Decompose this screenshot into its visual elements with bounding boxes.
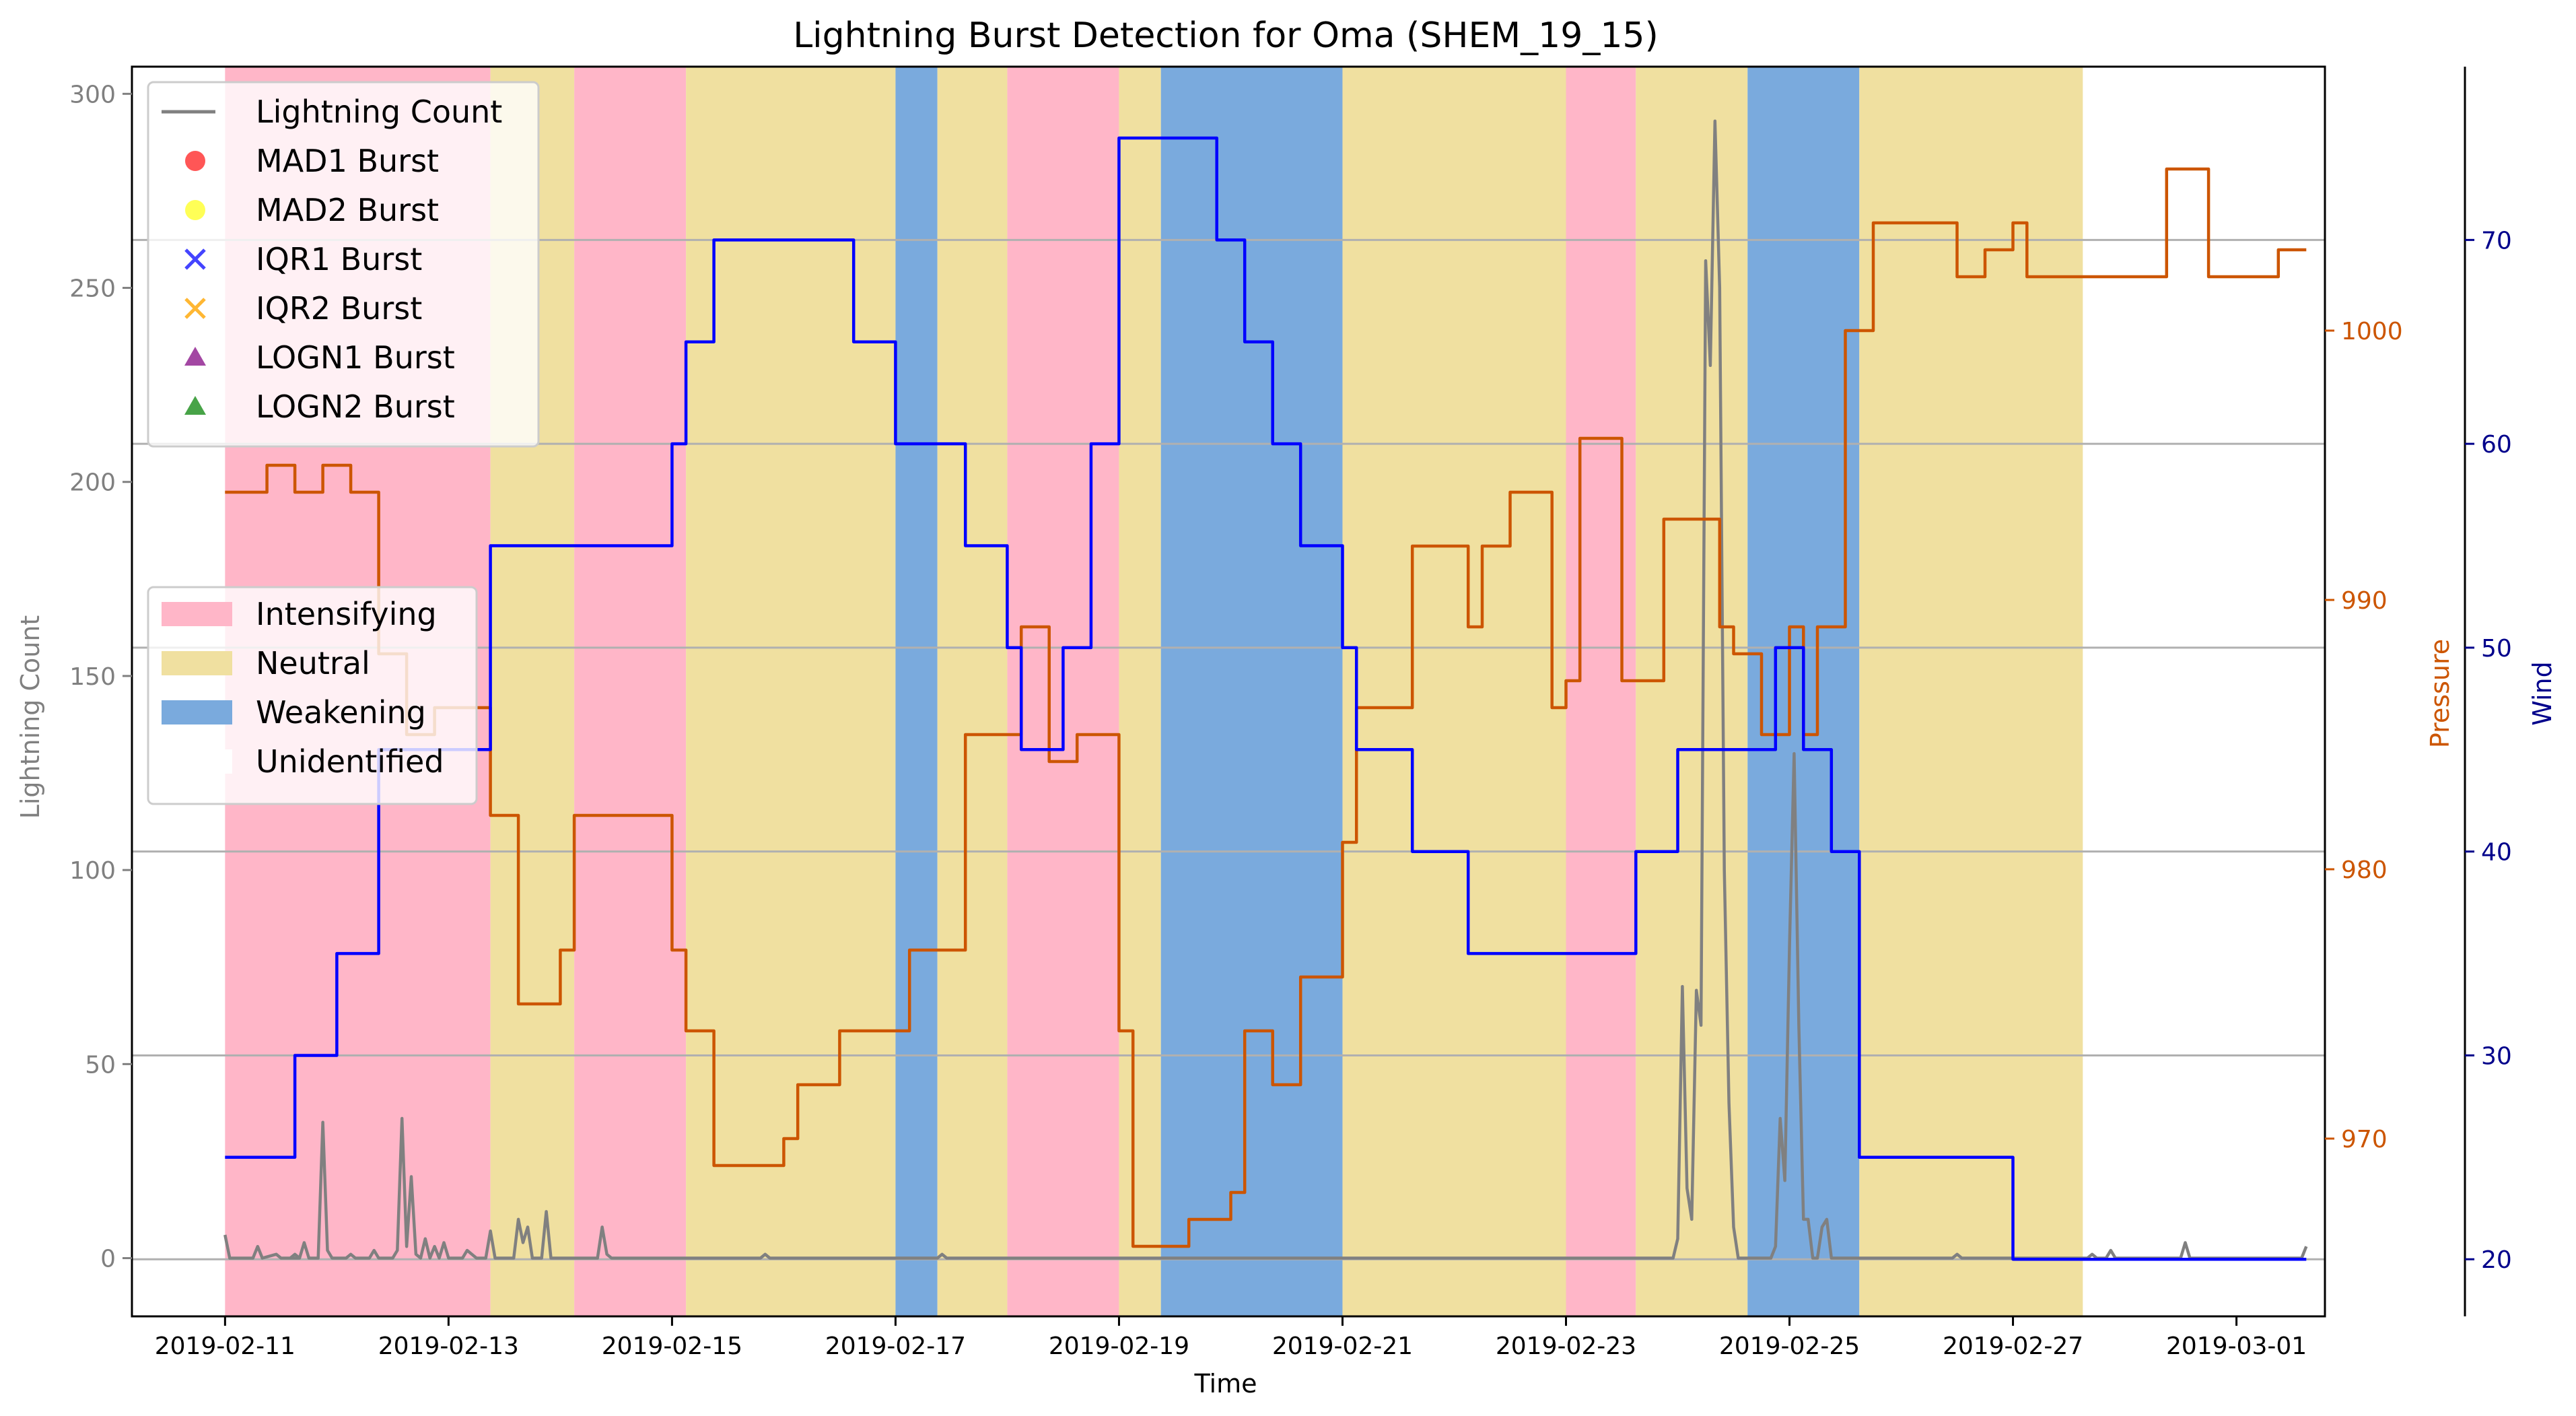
lightning-tick-label: 200 xyxy=(69,469,116,497)
phase-span-weakening xyxy=(895,67,938,1316)
phase-span-neutral xyxy=(1119,67,1161,1316)
legend-label-mad1-burst: MAD1 Burst xyxy=(256,143,439,179)
y-axis-label-wind: Wind xyxy=(2528,661,2557,726)
pressure-tick-label: 980 xyxy=(2341,856,2388,884)
legend-swatch-mad2-burst xyxy=(185,200,205,220)
series-line-wind xyxy=(225,136,2307,1261)
legend-label-logn1-burst: LOGN1 Burst xyxy=(256,339,455,376)
wind-tick-label: 40 xyxy=(2481,839,2512,867)
wind-tick-label: 70 xyxy=(2481,227,2512,255)
phase-span-neutral xyxy=(1342,67,1566,1316)
phase-span-neutral xyxy=(1859,67,2083,1316)
legend-label-weakening: Weakening xyxy=(256,694,426,731)
plot-frame xyxy=(131,65,2326,1318)
x-tick-label: 2019-02-13 xyxy=(378,1333,519,1360)
legend-label-intensifying: Intensifying xyxy=(256,596,437,632)
x-tick-label: 2019-02-19 xyxy=(1049,1333,1189,1360)
wind-tick-label: 20 xyxy=(2481,1246,2512,1274)
lightning-tick-label: 0 xyxy=(100,1246,116,1273)
y-axis-label-pressure: Pressure xyxy=(2425,639,2455,748)
legend-label-iqr2-burst: IQR2 Burst xyxy=(256,290,422,327)
phase-span-neutral xyxy=(937,67,1008,1316)
pressure-tick-label: 1000 xyxy=(2341,318,2403,345)
legend-swatch-neutral xyxy=(162,651,232,675)
legend-swatch-mad1-burst xyxy=(185,151,205,171)
legend-label-neutral: Neutral xyxy=(256,645,370,681)
legend-swatch-unidentified xyxy=(162,749,232,774)
legend-series: Lightning Count MAD1 Burst MAD2 Burst IQR1 … xyxy=(147,81,540,448)
wind-tick-label: 60 xyxy=(2481,431,2512,459)
y-axis-label-lightning: Lightning Count xyxy=(15,615,45,819)
legend-swatch-intensifying xyxy=(162,602,232,626)
x-tick-label: 2019-02-27 xyxy=(1943,1333,2083,1360)
wind-tick-label: 30 xyxy=(2481,1042,2512,1070)
lightning-tick-label: 300 xyxy=(69,81,116,108)
pressure-tick-label: 990 xyxy=(2341,587,2388,615)
legend-swatch-iqr1-burst xyxy=(184,248,206,270)
legend-phases: Intensifying Neutral Weakening Unidentified xyxy=(147,586,478,805)
legend-swatch-logn1-burst xyxy=(184,347,206,366)
series-line-pressure xyxy=(225,167,2307,1248)
legend-label-logn2-burst: LOGN2 Burst xyxy=(256,389,455,425)
series-line-lightning-count xyxy=(223,119,2308,1260)
x-tick-label: 2019-02-17 xyxy=(825,1333,966,1360)
x-tick-label: 2019-02-11 xyxy=(155,1333,295,1360)
x-tick-label: 2019-02-21 xyxy=(1272,1333,1413,1360)
phase-span-intensifying xyxy=(1566,67,1636,1316)
phase-span-weakening xyxy=(1160,67,1343,1316)
lightning-tick-label: 100 xyxy=(69,857,116,885)
x-axis-label: Time xyxy=(1194,1369,1257,1398)
legend-swatch-iqr2-burst xyxy=(184,298,206,319)
x-tick-label: 2019-02-15 xyxy=(602,1333,742,1360)
lightning-tick-label: 250 xyxy=(69,275,116,303)
legend-label-mad2-burst: MAD2 Burst xyxy=(256,192,439,228)
legend-label-unidentified: Unidentified xyxy=(256,743,444,780)
x-tick-label: 2019-02-23 xyxy=(1496,1333,1636,1360)
phase-span-neutral xyxy=(686,67,896,1316)
legend-swatch-weakening xyxy=(162,700,232,724)
lightning-tick-label: 150 xyxy=(69,663,116,691)
x-tick-label: 2019-03-01 xyxy=(2166,1333,2307,1360)
legend-swatch-logn2-burst xyxy=(184,396,206,415)
x-tick-label: 2019-02-25 xyxy=(1719,1333,1860,1360)
lightning-tick-label: 50 xyxy=(85,1051,116,1079)
phase-span-intensifying xyxy=(574,67,687,1316)
legend-label-lightning-count: Lightning Count xyxy=(256,94,502,130)
chart-title: Lightning Burst Detection for Oma (SHEM_… xyxy=(793,15,1659,56)
pressure-tick-label: 970 xyxy=(2341,1126,2388,1153)
wind-tick-label: 50 xyxy=(2481,635,2512,663)
legend-series-box xyxy=(147,81,540,448)
legend-label-iqr1-burst: IQR1 Burst xyxy=(256,241,422,277)
